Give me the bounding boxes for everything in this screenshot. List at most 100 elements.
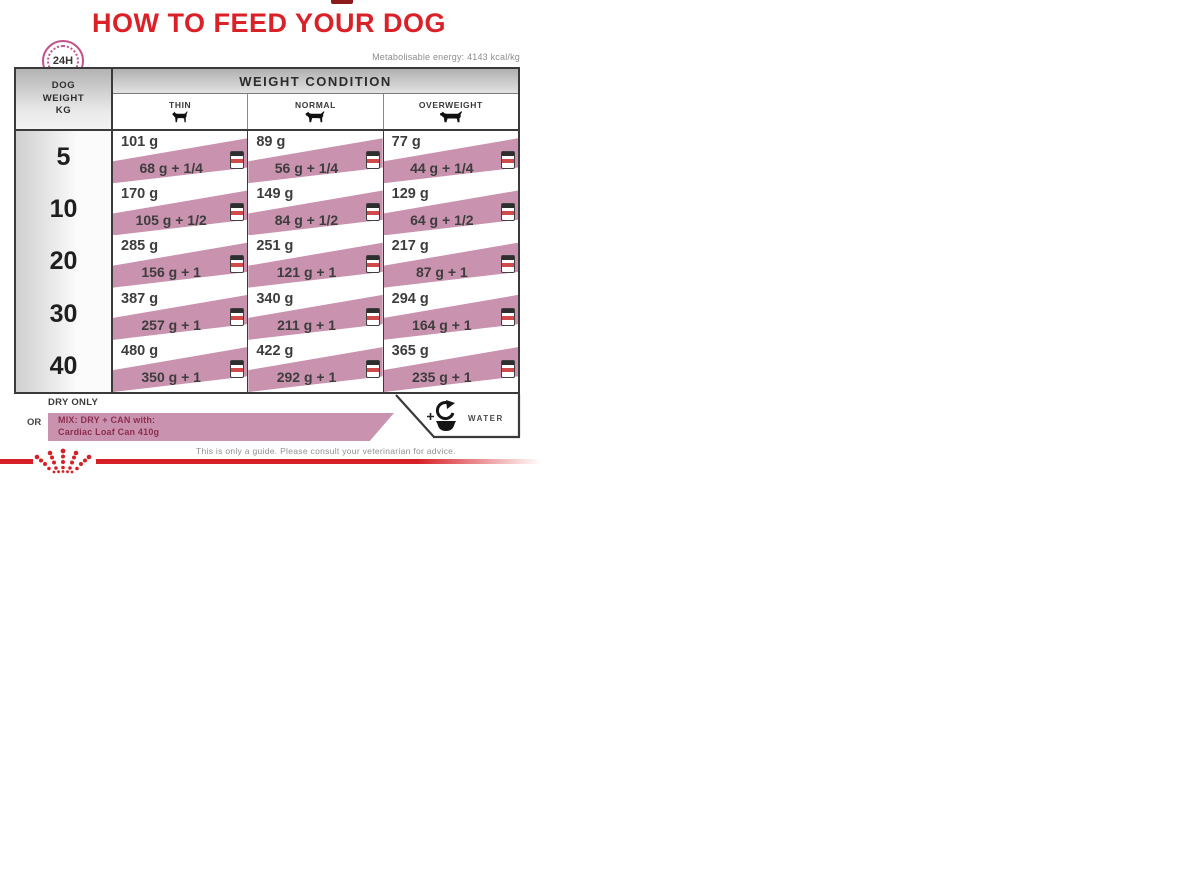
dry-amount: 217 g: [391, 238, 429, 255]
red-rule-right: [96, 459, 541, 464]
mix-amount: 68 g + 1/4: [139, 160, 203, 176]
dry-amount: 101 g: [121, 134, 159, 150]
mix-amount: 84 g + 1/2: [274, 212, 339, 229]
can-icon: [365, 255, 380, 274]
can-icon: [365, 151, 380, 169]
feed-cell-normal: 340 g 211 g + 1: [247, 287, 383, 340]
table-row-30kg: 30 387 g 257 g + 1 340 g 211 g + 1 294 g: [16, 287, 518, 340]
can-icon: [500, 307, 515, 326]
dog-weight-value: 30: [16, 287, 113, 340]
or-label: OR: [27, 417, 42, 428]
feed-cell-normal: 149 g 84 g + 1/2: [247, 183, 383, 236]
mix-legend-band: MIX: DRY + CAN with: Cardiac Loaf Can 41…: [48, 413, 394, 441]
dry-amount: 170 g: [121, 186, 159, 203]
column-label: THIN: [169, 99, 192, 110]
column-label: NORMAL: [295, 99, 336, 110]
feed-cell-normal: 251 g 121 g + 1: [247, 235, 383, 288]
column-header-thin: THIN: [113, 94, 247, 129]
table-row-20kg: 20 285 g 156 g + 1 251 g 121 g + 1 217 g: [16, 235, 518, 288]
dry-amount: 89 g: [256, 134, 286, 150]
mix-amount: 350 g + 1: [141, 368, 201, 385]
dry-amount: 294 g: [391, 290, 429, 307]
dry-amount: 387 g: [121, 290, 159, 307]
dry-amount: 480 g: [121, 342, 159, 359]
mix-amount: 235 g + 1: [412, 368, 472, 385]
mix-legend-line2: Cardiac Loaf Can 410g: [58, 427, 160, 437]
column-label: OVERWEIGHT: [418, 99, 483, 110]
feed-cell-thin: 480 g 350 g + 1: [113, 339, 248, 393]
column-header-normal: NORMAL: [247, 94, 382, 129]
mix-amount: 105 g + 1/2: [135, 212, 207, 229]
feeding-table: DOG WEIGHT KG WEIGHT CONDITION THIN NORM…: [14, 67, 520, 394]
feed-cell-thin: 387 g 257 g + 1: [113, 287, 248, 340]
mix-amount: 292 g + 1: [276, 368, 337, 385]
metabolisable-energy-note: Metabolisable energy: 4143 kcal/kg: [372, 52, 520, 62]
dry-amount: 285 g: [121, 238, 159, 255]
table-row-10kg: 10 170 g 105 g + 1/2 149 g 84 g + 1/2 12…: [16, 183, 518, 236]
column-header-overweight: OVERWEIGHT: [382, 94, 518, 129]
can-icon: [500, 151, 515, 169]
table-row-5kg: 5 101 g 68 g + 1/4 89 g 56 g + 1/4 77 g: [16, 131, 518, 184]
feed-cell-thin: 170 g 105 g + 1/2: [113, 183, 248, 236]
mix-legend-line1: MIX: DRY + CAN with:: [58, 415, 156, 425]
feed-cell-normal: 89 g 56 g + 1/4: [247, 131, 383, 184]
mix-amount: 257 g + 1: [141, 316, 201, 333]
dry-amount: 129 g: [391, 186, 429, 203]
24h-badge-label: 24H: [52, 55, 74, 67]
dry-amount: 422 g: [256, 342, 294, 359]
normal-dog-icon: [306, 110, 325, 122]
mix-amount: 211 g + 1: [277, 316, 336, 333]
water-bowl-icon: [427, 400, 456, 431]
can-icon: [500, 359, 515, 378]
can-icon: [365, 359, 380, 378]
dog-weight-value: 10: [16, 183, 113, 236]
feed-cell-thin: 101 g 68 g + 1/4: [113, 131, 248, 184]
feed-cell-normal: 422 g 292 g + 1: [247, 339, 383, 393]
table-row-40kg: 40 480 g 350 g + 1 422 g 292 g + 1 365 g: [16, 339, 518, 393]
corner-line: DOG: [51, 80, 76, 92]
mix-amount: 56 g + 1/4: [274, 160, 339, 176]
corner-line: KG: [55, 105, 72, 117]
can-icon: [365, 307, 380, 326]
mix-amount: 44 g + 1/4: [410, 160, 474, 176]
royal-canin-crown-logo: [34, 448, 92, 474]
can-icon: [500, 203, 515, 222]
dog-weight-value: 5: [16, 131, 113, 184]
mix-amount: 121 g + 1: [276, 264, 337, 281]
corner-header-dog-weight: DOG WEIGHT KG: [16, 69, 113, 131]
can-icon: [365, 203, 380, 222]
group-header-weight-condition: WEIGHT CONDITION: [113, 69, 518, 94]
feed-cell-overweight: 294 g 164 g + 1: [382, 287, 518, 340]
dog-weight-value: 40: [16, 339, 113, 393]
mix-amount: 156 g + 1: [141, 264, 201, 281]
feed-cell-overweight: 129 g 64 g + 1/2: [382, 183, 518, 236]
feed-cell-overweight: 365 g 235 g + 1: [382, 339, 518, 393]
water-label: WATER: [468, 414, 504, 423]
disclaimer-text: This is only a guide. Please consult you…: [196, 446, 456, 456]
table-corner-notch: [395, 394, 521, 439]
dry-amount: 251 g: [256, 238, 294, 255]
can-icon: [230, 151, 245, 169]
can-icon: [230, 203, 245, 222]
dry-amount: 77 g: [391, 134, 421, 150]
overweight-dog-icon: [439, 110, 462, 122]
feed-cell-thin: 285 g 156 g + 1: [113, 235, 248, 288]
dry-only-label: DRY ONLY: [48, 397, 99, 408]
page-title: HOW TO FEED YOUR DOG: [92, 8, 447, 38]
can-icon: [230, 255, 245, 274]
dry-amount: 365 g: [391, 342, 429, 359]
mix-amount: 164 g + 1: [412, 316, 472, 333]
thin-dog-icon: [172, 110, 188, 122]
can-icon: [500, 255, 515, 274]
table-body: 5 101 g 68 g + 1/4 89 g 56 g + 1/4 77 g: [16, 131, 518, 393]
red-rule-left: [0, 459, 33, 464]
mix-amount: 87 g + 1: [415, 264, 468, 281]
feed-cell-overweight: 77 g 44 g + 1/4: [382, 131, 518, 184]
can-icon: [230, 359, 245, 378]
corner-line: WEIGHT: [42, 92, 85, 104]
column-headers: THIN NORMAL OVERWEIGHT: [113, 94, 518, 131]
cropped-graphic-sliver: [331, 0, 353, 4]
dry-amount: 149 g: [256, 186, 294, 203]
mix-amount: 64 g + 1/2: [410, 212, 474, 229]
